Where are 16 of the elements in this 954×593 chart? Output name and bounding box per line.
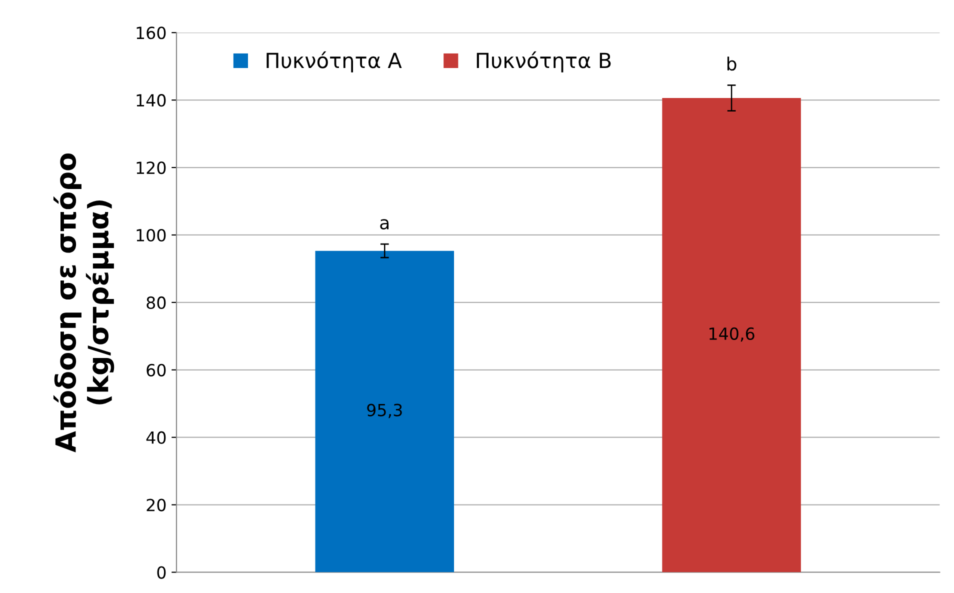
y-tick-label: 60 [146,364,166,376]
y-tick-label: 100 [136,228,166,242]
annotation: b [727,56,736,71]
y-tick-label: 0 [157,566,166,579]
y-tick-label: 120 [136,161,166,174]
y-tick-label: 140 [136,94,166,107]
data-label: 140,6 [710,327,754,342]
legend-label: Πυκνότητα Β [476,51,611,72]
y-tick-label: 20 [146,498,166,512]
legend-label: Πυκνότητα Α [266,51,402,72]
y-tick-label: 80 [146,296,166,309]
data-label: 95,3 [367,404,402,418]
y-axis-title: Απόδοση σε σπόρο (kg/στρέμμα) [53,154,114,452]
y-tick-label: 160 [136,26,166,40]
y-tick-label: 40 [146,431,166,444]
annotation: a [380,219,389,230]
